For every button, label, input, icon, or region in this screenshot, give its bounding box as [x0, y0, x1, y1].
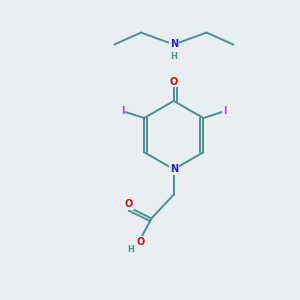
- Text: I: I: [223, 106, 226, 116]
- Text: O: O: [137, 237, 145, 247]
- Text: H: H: [127, 245, 134, 254]
- Text: O: O: [124, 200, 133, 209]
- Text: I: I: [121, 106, 124, 116]
- Text: H: H: [170, 52, 177, 62]
- Text: N: N: [170, 164, 178, 174]
- Text: N: N: [170, 40, 178, 50]
- Text: O: O: [170, 76, 178, 87]
